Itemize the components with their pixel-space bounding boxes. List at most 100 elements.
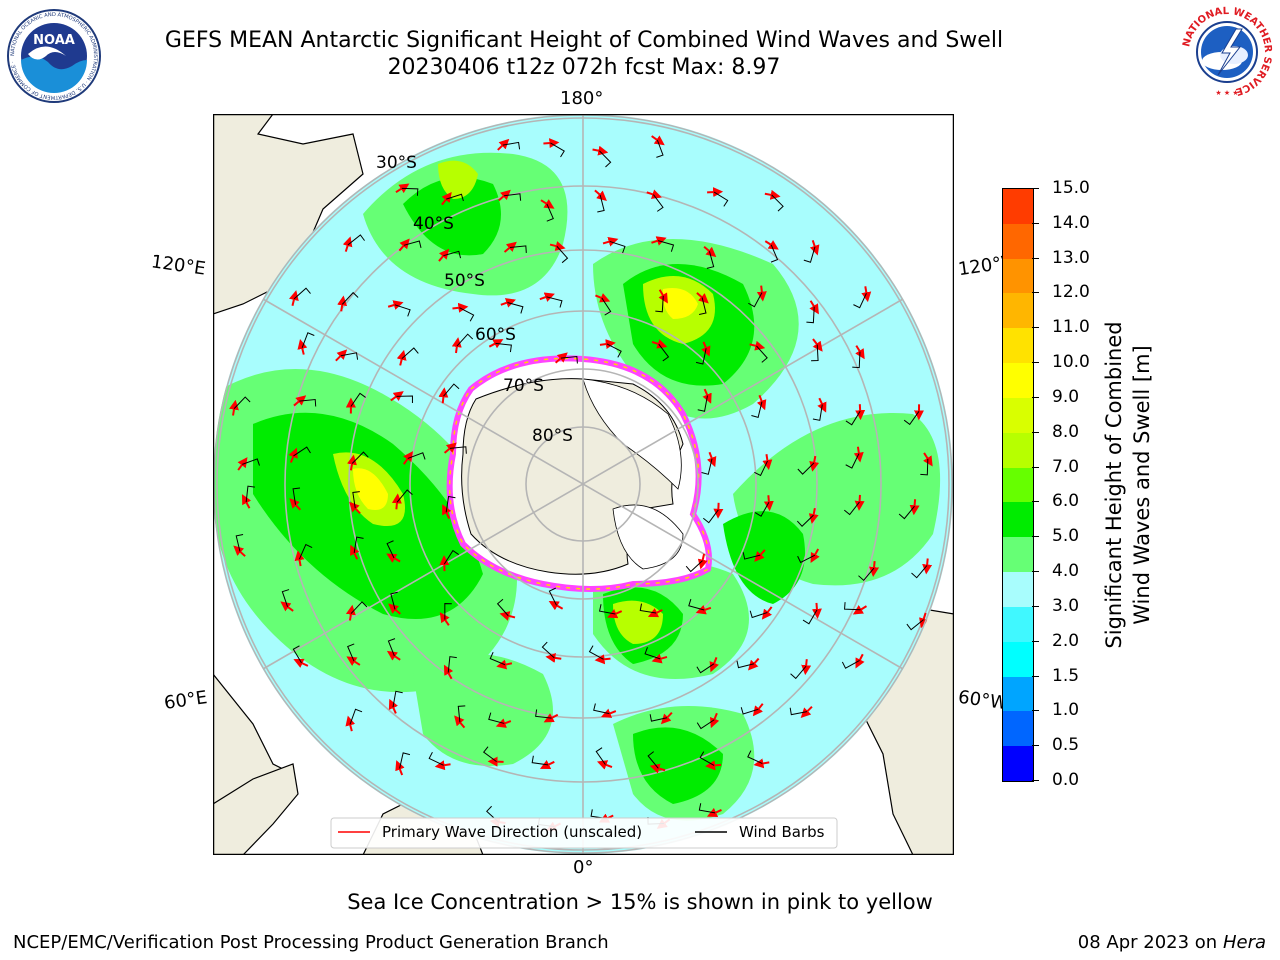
wave-direction-arrow bbox=[764, 189, 781, 200]
wave-direction-arrow bbox=[337, 295, 348, 312]
wave-direction-arrow bbox=[748, 657, 760, 671]
machine-name: Hera bbox=[1222, 932, 1266, 953]
wind-barb bbox=[803, 246, 816, 263]
wind-barb bbox=[696, 719, 715, 730]
wind-barb bbox=[299, 398, 317, 407]
wind-barb bbox=[292, 645, 302, 664]
wind-barb bbox=[556, 245, 569, 264]
colorbar-tick bbox=[1032, 466, 1039, 468]
colorbar-tick-label: 4.0 bbox=[1052, 561, 1080, 582]
wind-barb bbox=[495, 342, 512, 353]
colorbar-tick-label: 0.0 bbox=[1052, 770, 1080, 790]
wind-barb bbox=[347, 643, 355, 662]
wave-direction-arrow bbox=[443, 442, 457, 454]
wind-barb bbox=[655, 295, 664, 313]
wind-barb bbox=[396, 489, 413, 503]
wave-direction-arrow bbox=[495, 718, 512, 728]
colorbar-band bbox=[1003, 432, 1033, 468]
lat-label-40s: 40°S bbox=[413, 214, 454, 234]
colorbar-tick bbox=[1032, 222, 1039, 224]
wind-barb bbox=[797, 554, 816, 564]
wind-barb bbox=[695, 348, 707, 365]
lon-label-0: 0° bbox=[573, 857, 594, 878]
colorbar-band bbox=[1003, 710, 1033, 747]
wind-barb bbox=[444, 603, 452, 620]
colorbar-tick-label: 9.0 bbox=[1052, 386, 1080, 407]
colorbar-tick bbox=[1032, 745, 1039, 747]
wind-barb bbox=[292, 487, 301, 505]
wind-barb bbox=[447, 656, 457, 673]
wave-direction-arrow bbox=[651, 339, 668, 349]
wave-direction-arrow bbox=[499, 611, 516, 621]
colorbar-tick bbox=[1032, 780, 1039, 781]
colorbar-tick-label: 1.5 bbox=[1052, 665, 1080, 686]
wind-barb bbox=[340, 352, 359, 360]
wave-direction-arrow bbox=[441, 191, 452, 206]
wind-barb bbox=[349, 708, 363, 725]
wind-barb bbox=[685, 560, 703, 573]
wave-direction-arrow bbox=[237, 457, 248, 471]
wind-barb bbox=[699, 297, 707, 315]
colorbar-tick bbox=[1032, 640, 1039, 642]
colorbar-band bbox=[1003, 676, 1033, 712]
wind-barb bbox=[407, 452, 426, 460]
colorbar-tick-label: 7.0 bbox=[1052, 456, 1080, 477]
wind-barb bbox=[649, 714, 668, 722]
nws-logo: NATIONAL WEATHER SERVICE ★ ★ ★ bbox=[1180, 5, 1274, 99]
wind-barb bbox=[748, 292, 763, 308]
wind-barb bbox=[531, 755, 549, 766]
wind-barb bbox=[535, 709, 552, 719]
colorbar-tick bbox=[1032, 571, 1039, 573]
colorbar-tick-label: 5.0 bbox=[1052, 526, 1080, 547]
wave-direction-arrow bbox=[800, 705, 813, 719]
noaa-logo: NATIONAL OCEANIC AND ATMOSPHERIC ADMINIS… bbox=[7, 9, 101, 103]
wind-barb bbox=[751, 401, 763, 418]
wind-barb bbox=[443, 250, 462, 259]
date-text: 08 Apr 2023 on Hera bbox=[1078, 932, 1266, 953]
wind-barb bbox=[401, 347, 419, 360]
wind-barb bbox=[841, 660, 860, 669]
colorbar-tick bbox=[1032, 501, 1039, 503]
colorbar-band bbox=[1003, 397, 1033, 433]
wind-barb bbox=[588, 645, 604, 660]
wind-barb bbox=[298, 543, 313, 560]
wind-barb bbox=[911, 565, 928, 579]
lat-label-60s: 60°S bbox=[475, 325, 516, 345]
wave-direction-arrow bbox=[861, 286, 872, 303]
wind-barb bbox=[920, 458, 929, 476]
wind-barb bbox=[502, 141, 521, 150]
colorbar-tick-label: 3.0 bbox=[1052, 595, 1080, 616]
wind-barb bbox=[658, 343, 670, 362]
colorbar-tick-label: 11.0 bbox=[1052, 317, 1090, 338]
lon-label-60e: 60°E bbox=[162, 687, 209, 714]
wave-direction-arrow bbox=[756, 285, 767, 302]
wind-barb bbox=[736, 660, 755, 669]
lat-label-30s: 30°S bbox=[376, 153, 417, 173]
wind-barb bbox=[657, 240, 675, 252]
date-value: 08 Apr 2023 on bbox=[1077, 932, 1223, 953]
colorbar-tick-label: 6.0 bbox=[1052, 491, 1080, 512]
wind-barb bbox=[701, 458, 713, 475]
colorbar-band bbox=[1003, 606, 1033, 642]
wind-barb bbox=[811, 344, 819, 362]
wind-barb bbox=[812, 404, 823, 421]
wind-barb bbox=[242, 458, 260, 466]
wind-barb bbox=[245, 485, 255, 503]
wind-barb bbox=[609, 240, 626, 254]
wave-direction-arrow bbox=[289, 290, 299, 306]
wave-direction-arrow bbox=[335, 349, 348, 362]
wind-barb bbox=[507, 302, 524, 314]
wave-direction-arrow bbox=[651, 135, 665, 146]
wind-barb bbox=[560, 355, 578, 364]
colorbar-tick bbox=[1032, 292, 1039, 294]
wind-barb bbox=[496, 598, 509, 617]
lon-label-120e: 120°E bbox=[149, 251, 207, 280]
wind-barb bbox=[688, 598, 705, 611]
credit-text: NCEP/EMC/Verification Post Processing Pr… bbox=[13, 932, 609, 953]
wind-barb bbox=[852, 351, 861, 369]
wind-barb bbox=[789, 707, 808, 716]
wind-barb bbox=[747, 750, 763, 764]
wave-direction-arrows bbox=[229, 135, 933, 831]
wind-barb bbox=[541, 641, 555, 659]
wave-direction-arrow bbox=[701, 341, 711, 357]
